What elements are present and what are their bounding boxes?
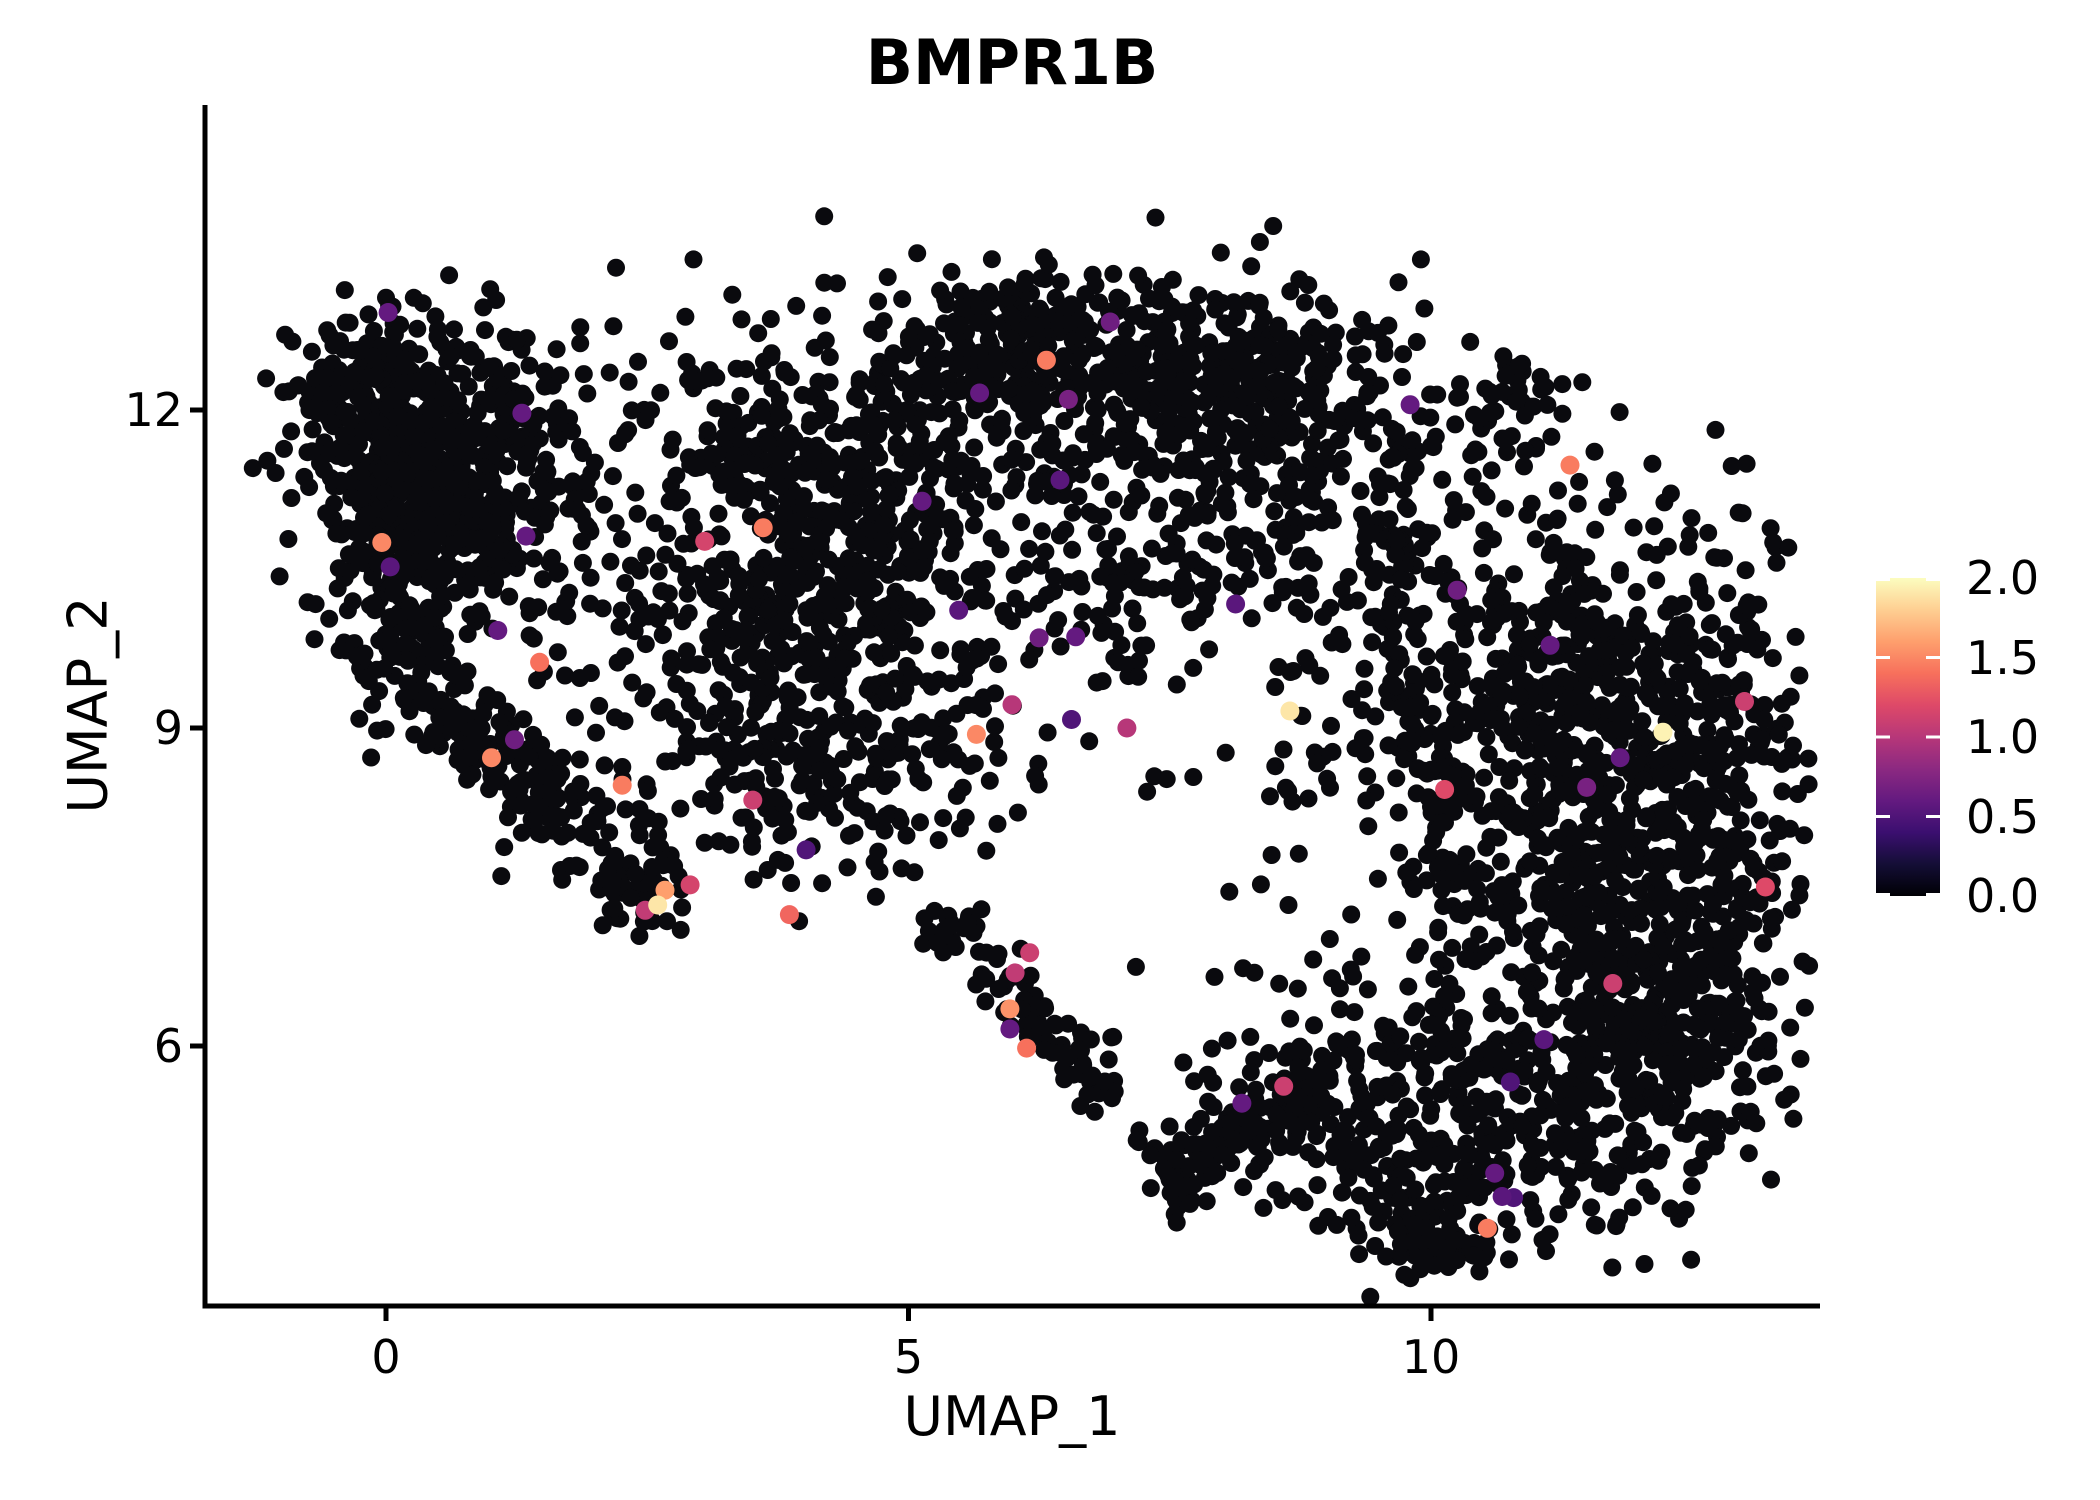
y-tick-label: 6 (153, 1019, 183, 1073)
colorbar-tick-label: 0.0 (1966, 869, 2040, 923)
colorbar-tick-label: 1.0 (1966, 710, 2040, 764)
x-tick-label: 0 (371, 1330, 401, 1384)
y-tick-label: 9 (153, 701, 183, 755)
x-axis-title: UMAP_1 (903, 1385, 1121, 1448)
colorbar-tick-label: 0.5 (1966, 789, 2040, 844)
y-tick-label: 12 (124, 383, 183, 437)
x-tick-label: 5 (893, 1330, 924, 1384)
chart-title: BMPR1B (865, 26, 1159, 99)
colorbar-tick-label: 1.5 (1966, 630, 2040, 685)
data-points (243, 207, 1819, 1306)
colorbar-tick-label: 2.0 (1966, 551, 2040, 605)
colorbar (1876, 578, 1940, 896)
axes (190, 105, 1820, 1321)
y-axis-title: UMAP_2 (56, 596, 120, 814)
x-tick-label: 10 (1401, 1330, 1461, 1384)
